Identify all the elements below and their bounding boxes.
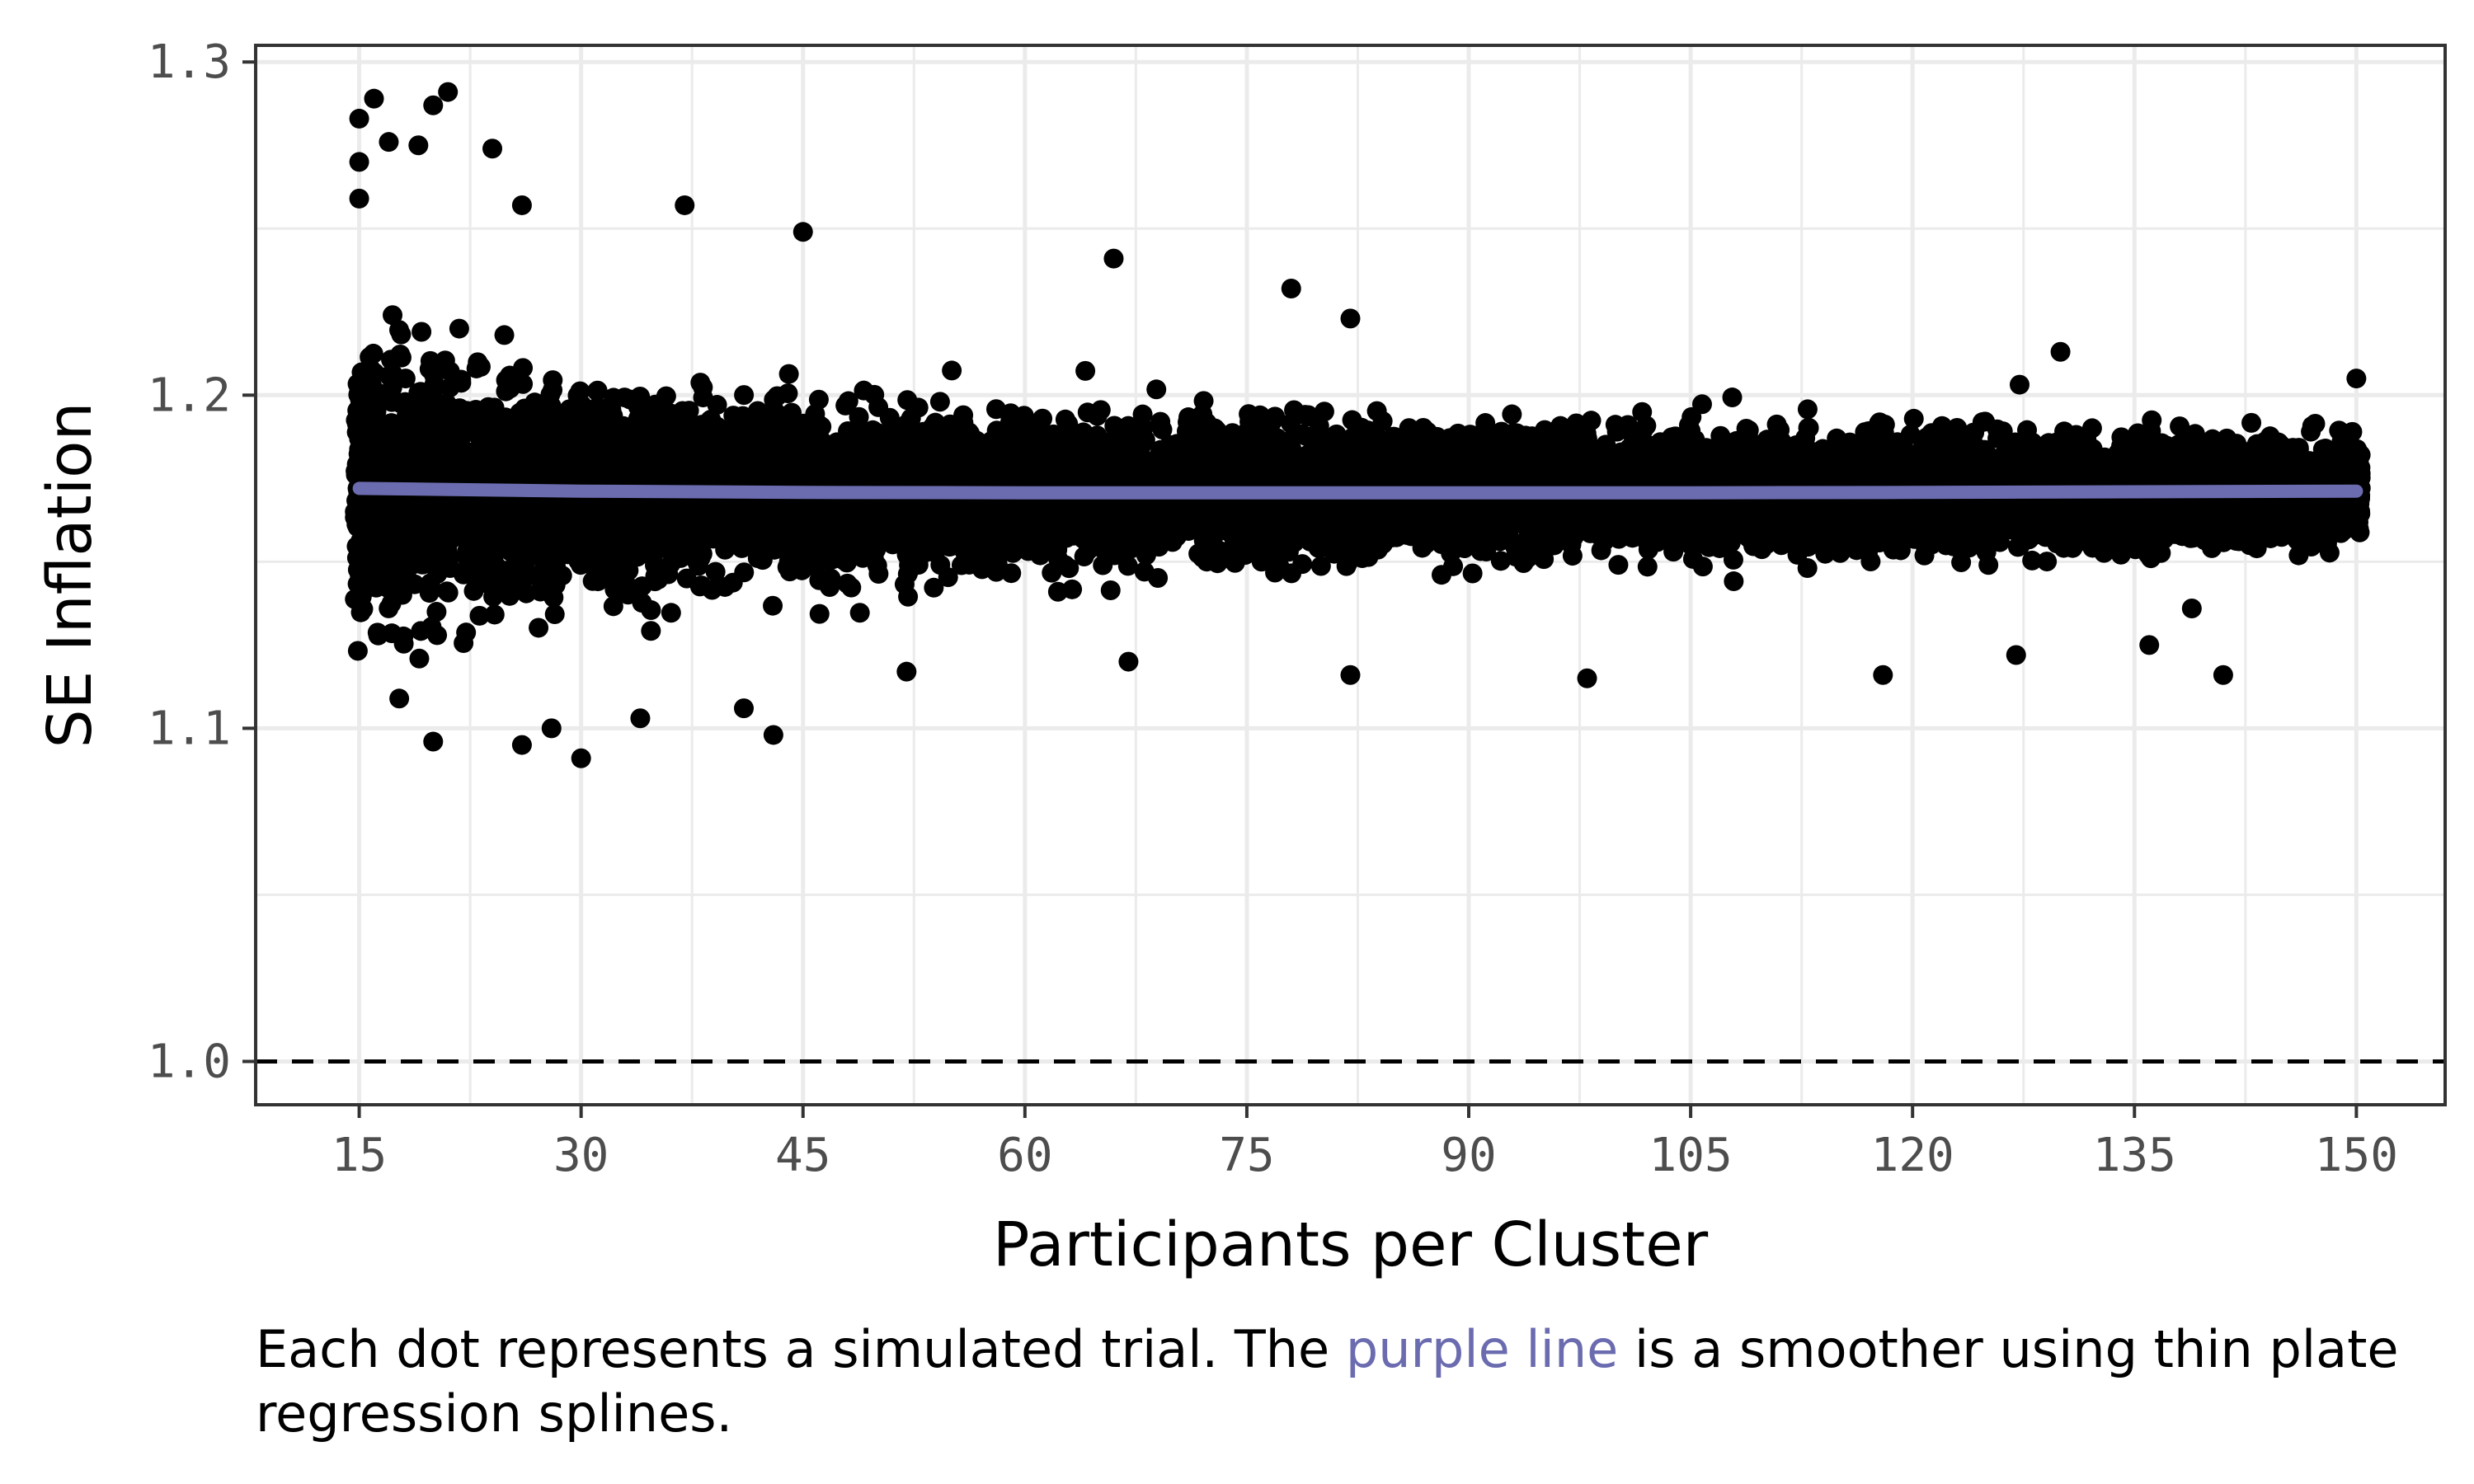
data-point — [641, 600, 661, 621]
data-point — [449, 524, 470, 544]
data-point — [391, 347, 412, 368]
data-point — [420, 350, 440, 371]
data-point — [513, 358, 534, 378]
data-point — [389, 320, 410, 340]
data-point — [449, 318, 469, 339]
data-point — [690, 547, 711, 568]
data-point — [496, 381, 516, 402]
data-point — [661, 603, 681, 623]
data-point — [951, 555, 971, 575]
data-point — [778, 383, 798, 404]
data-point — [811, 416, 832, 437]
data-point — [867, 555, 887, 575]
data-point — [451, 373, 472, 393]
data-point — [929, 392, 950, 412]
data-point — [907, 524, 928, 544]
data-point — [809, 603, 830, 624]
data-point — [408, 383, 429, 403]
data-point — [469, 605, 490, 626]
data-point — [404, 574, 425, 594]
data-point — [513, 373, 534, 394]
data-point — [508, 508, 529, 528]
data-point — [1132, 404, 1153, 425]
data-point — [468, 352, 488, 373]
data-point — [1205, 418, 1225, 439]
data-point — [1148, 568, 1169, 589]
data-point — [395, 369, 416, 389]
data-point — [383, 305, 403, 326]
data-point — [347, 641, 368, 661]
data-point — [908, 397, 929, 418]
data-point — [524, 392, 545, 413]
data-point — [774, 529, 795, 550]
data-point — [778, 364, 799, 384]
data-point — [1366, 401, 1387, 421]
data-point — [360, 432, 380, 453]
data-point — [837, 573, 858, 594]
data-point — [393, 633, 414, 654]
data-point — [360, 359, 381, 379]
data-point — [641, 621, 661, 641]
data-point — [510, 431, 531, 452]
data-point — [1062, 579, 1083, 599]
data-point — [942, 360, 962, 381]
data-point — [363, 343, 383, 364]
data-point — [389, 688, 410, 709]
data-point — [937, 430, 957, 450]
data-point — [522, 526, 543, 547]
data-point — [908, 555, 929, 575]
data-point — [690, 373, 711, 393]
data-point — [494, 325, 515, 345]
data-point — [412, 322, 432, 342]
data-point — [1146, 379, 1167, 400]
data-point — [898, 586, 919, 607]
data-point — [464, 441, 485, 462]
data-point — [1205, 545, 1225, 566]
data-point — [1292, 554, 1313, 575]
data-point — [437, 581, 458, 602]
data-point — [427, 625, 448, 646]
data-point — [734, 385, 755, 406]
data-point — [763, 595, 783, 616]
data-point — [479, 405, 500, 425]
data-point — [423, 378, 444, 398]
data-point — [1132, 427, 1153, 448]
data-point — [656, 386, 676, 406]
data-point — [367, 622, 388, 643]
data-point — [484, 604, 505, 625]
data-point — [1001, 563, 1022, 584]
data-point — [953, 412, 974, 433]
data-point — [1075, 360, 1096, 381]
data-point — [350, 602, 371, 622]
data-point — [567, 385, 588, 406]
data-point — [701, 409, 722, 430]
data-point — [849, 603, 870, 623]
data-point — [1100, 580, 1121, 600]
data-point — [366, 392, 387, 413]
data-point — [419, 458, 440, 479]
data-point — [389, 506, 410, 527]
data-point — [426, 602, 447, 622]
data-point — [456, 622, 477, 643]
data-point — [438, 548, 459, 569]
data-point — [672, 401, 693, 421]
data-point — [544, 604, 565, 625]
data-point — [379, 365, 399, 386]
data-point — [409, 648, 430, 669]
data-point — [529, 618, 549, 638]
data-point — [1309, 416, 1329, 436]
data-point — [1086, 405, 1107, 425]
data-point — [347, 560, 368, 580]
data-point — [552, 566, 572, 586]
data-point — [374, 575, 395, 596]
data-points — [345, 82, 2371, 768]
data-point — [419, 429, 440, 449]
